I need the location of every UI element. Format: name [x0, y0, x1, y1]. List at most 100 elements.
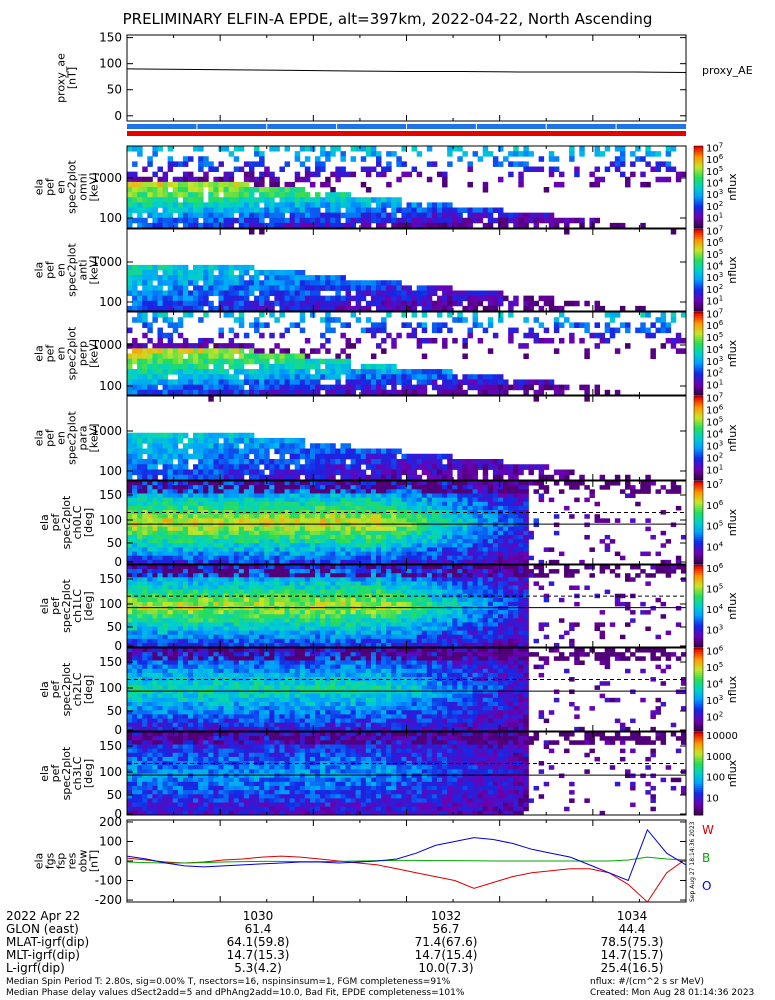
spectrogram-cell	[401, 207, 407, 214]
spectrogram-cell	[289, 505, 296, 511]
spectrogram-cell	[589, 489, 595, 494]
spectrogram-cell	[132, 518, 138, 523]
spectrogram-cell	[304, 374, 311, 380]
spectrogram-cell	[330, 207, 336, 214]
spectrogram-cell	[345, 290, 351, 297]
spectrogram-cell	[315, 547, 321, 552]
spectrogram-cell	[132, 514, 138, 519]
spectrogram-cell	[355, 505, 362, 511]
spectrogram-cell	[152, 438, 158, 444]
spectrogram-cell	[248, 559, 255, 565]
spectrogram-cell	[289, 501, 296, 507]
spectrogram-cell	[426, 555, 433, 561]
spectrogram-cell	[457, 555, 463, 561]
spectrogram-cell	[213, 469, 219, 476]
spectrogram-cell	[381, 505, 387, 511]
spectrogram-cell	[579, 559, 585, 565]
spectrogram-cell	[472, 207, 479, 214]
spectrogram-cell	[208, 280, 214, 286]
spectrogram-panel-4-ylabel-line: para	[77, 426, 90, 451]
spectrogram-cell	[533, 522, 540, 528]
spectrogram-cell	[309, 547, 316, 552]
spectrogram-cell	[284, 363, 291, 370]
spectrogram-cell	[325, 539, 331, 544]
spectrogram-cell	[518, 343, 524, 349]
spectrogram-cell	[238, 207, 245, 214]
spectrogram-cell	[508, 212, 514, 219]
spectrogram-cell	[127, 176, 133, 183]
spectrogram-cell	[660, 327, 667, 334]
spectrogram-cell	[233, 453, 240, 460]
spectrogram-cell	[442, 384, 448, 391]
spectrogram-cell	[355, 518, 362, 523]
spectrogram-cell	[208, 369, 214, 375]
spectrogram-cell	[452, 522, 458, 528]
spectrogram-cell	[157, 363, 163, 370]
spectrogram-cell	[162, 551, 169, 557]
spectrogram-cell	[619, 489, 626, 494]
spectrogram-cell	[320, 197, 326, 203]
spectrogram-cell	[503, 559, 509, 565]
spectrogram-cell	[254, 369, 260, 375]
spectrogram-cell	[182, 192, 189, 198]
spectrogram-cell	[238, 518, 245, 523]
spectrogram-cell	[345, 518, 351, 523]
spectrogram-cell	[248, 493, 255, 498]
colorbar-cell	[694, 286, 703, 289]
spectrogram-cell	[182, 295, 189, 302]
colorbar-cell	[694, 551, 703, 555]
spectrogram-cell	[574, 166, 580, 173]
spectrogram-cell	[350, 559, 357, 565]
spectrogram-cell	[396, 305, 402, 312]
spectrogram-cell	[325, 534, 331, 540]
spectrogram-cell	[442, 518, 448, 523]
spectrogram-cell	[391, 518, 397, 523]
spectrogram-cell	[274, 379, 280, 386]
spectrogram-cell	[523, 343, 529, 349]
spectrogram-cell	[172, 514, 179, 519]
spectrogram-cell	[193, 270, 199, 276]
spectrogram-cell	[472, 501, 479, 507]
spectrogram-cell	[254, 481, 260, 486]
colorbar-cell	[694, 201, 703, 204]
spectrogram-cell	[233, 280, 240, 286]
spectrogram-cell	[513, 522, 519, 528]
spectrogram-cell	[213, 207, 219, 214]
spectrogram-cell	[365, 187, 372, 193]
spectrogram-cell	[523, 493, 529, 498]
spectrogram-cell	[396, 526, 402, 532]
spectrogram-cell	[259, 300, 265, 307]
spectrogram-cell	[386, 161, 392, 167]
spectrogram-cell	[172, 207, 179, 214]
spectrogram-cell	[299, 448, 306, 455]
spectrogram-cell	[630, 485, 636, 490]
spectrogram-cell	[187, 353, 194, 360]
spectrogram-cell	[213, 526, 219, 532]
spectrogram-cell	[238, 305, 245, 312]
spectrogram-cell	[213, 197, 219, 203]
colorbar-cell	[694, 336, 703, 340]
spectrogram-cell	[157, 202, 163, 208]
spectrogram-cell	[279, 522, 285, 528]
spectrogram-cell	[147, 469, 153, 476]
spectrogram-cell	[162, 197, 169, 203]
spectrogram-cell	[447, 379, 453, 386]
spectrogram-cell	[411, 146, 418, 152]
spectrogram-cell	[147, 497, 153, 503]
spectrogram-cell	[193, 358, 199, 365]
spectrogram-cell	[416, 202, 423, 208]
spectrogram-cell	[152, 610, 158, 615]
spectrogram-cell	[269, 534, 275, 540]
spectrogram-cell	[660, 559, 667, 565]
spectrogram-cell	[233, 374, 240, 380]
spectrogram-cell	[416, 217, 423, 224]
spectrogram-cell	[386, 197, 392, 203]
spectrogram-cell	[304, 207, 311, 214]
spectrogram-cell	[391, 526, 397, 532]
spectrogram-cell	[203, 432, 209, 439]
spectrogram-cell	[127, 369, 133, 375]
spectrogram-cell	[436, 547, 443, 552]
spectrogram-cell	[508, 300, 514, 307]
spectrogram-cell	[304, 497, 311, 503]
spectrogram-cell	[152, 638, 158, 644]
